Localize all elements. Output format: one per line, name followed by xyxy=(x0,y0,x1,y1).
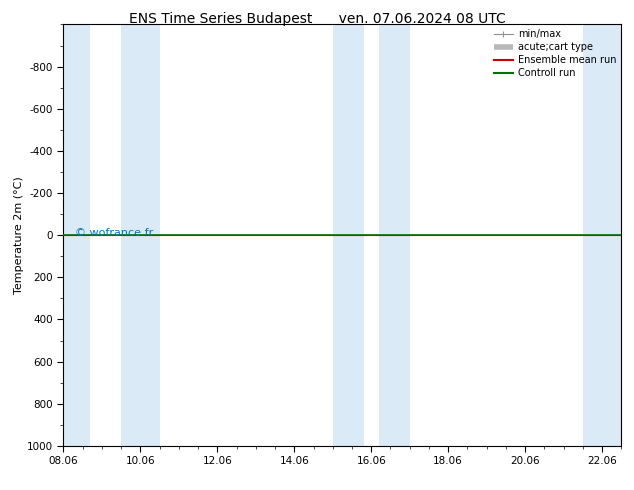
Bar xyxy=(379,24,410,446)
Text: © wofrance.fr: © wofrance.fr xyxy=(75,228,153,238)
Legend: min/max, acute;cart type, Ensemble mean run, Controll run: min/max, acute;cart type, Ensemble mean … xyxy=(494,29,616,78)
Bar xyxy=(63,24,90,446)
Text: ENS Time Series Budapest      ven. 07.06.2024 08 UTC: ENS Time Series Budapest ven. 07.06.2024… xyxy=(129,12,505,26)
Bar xyxy=(583,24,621,446)
Bar xyxy=(333,24,363,446)
Y-axis label: Temperature 2m (°C): Temperature 2m (°C) xyxy=(14,176,24,294)
Bar xyxy=(121,24,160,446)
